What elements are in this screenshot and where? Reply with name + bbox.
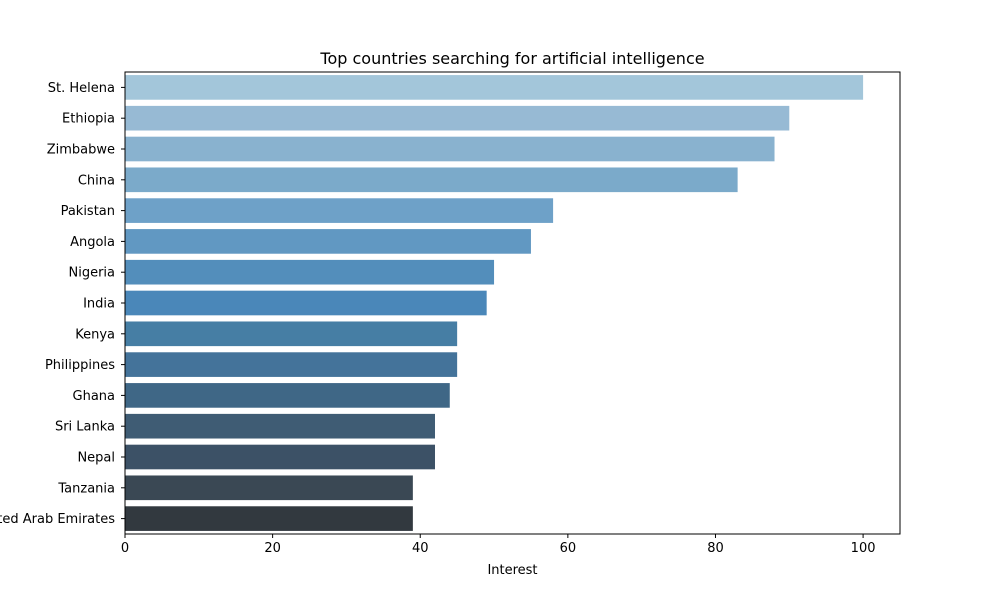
bar xyxy=(125,352,458,377)
y-tick-label: Pakistan xyxy=(61,204,115,219)
x-axis-label: Interest xyxy=(487,563,537,578)
bar xyxy=(125,136,775,162)
bar xyxy=(125,321,458,347)
y-axis-ticks: St. Helena Ethiopia Zimbabwe China Pakistan A… xyxy=(0,81,125,527)
bar xyxy=(125,383,450,408)
chart-title: Top countries searching for artificial i… xyxy=(319,49,704,68)
plot-frame xyxy=(124,71,901,535)
bar xyxy=(125,506,413,531)
bar xyxy=(125,290,487,316)
x-axis-ticks: 0 20 40 60 80 100 xyxy=(121,534,876,556)
bar xyxy=(125,475,413,501)
y-tick-label: Tanzania xyxy=(57,481,115,496)
x-tick-label: 100 xyxy=(851,541,876,556)
bar xyxy=(125,413,435,439)
x-tick-label: 60 xyxy=(560,541,577,556)
y-tick-label: United Arab Emirates xyxy=(0,512,115,527)
bar xyxy=(125,167,738,193)
bar xyxy=(125,75,864,100)
y-tick-label: St. Helena xyxy=(48,81,115,96)
y-tick-label: Nepal xyxy=(77,451,115,466)
y-tick-label: Philippines xyxy=(45,358,115,373)
x-tick-label: 20 xyxy=(264,541,281,556)
bar xyxy=(125,444,435,470)
y-tick-label: Kenya xyxy=(75,327,115,342)
bar xyxy=(125,198,554,223)
y-tick-label: Ethiopia xyxy=(62,112,115,127)
x-tick-label: 40 xyxy=(412,541,429,556)
y-tick-label: China xyxy=(78,173,115,188)
y-tick-label: Sri Lanka xyxy=(55,420,115,435)
y-tick-label: Nigeria xyxy=(68,266,115,281)
y-tick-label: Zimbabwe xyxy=(47,143,115,158)
bar xyxy=(125,229,531,254)
bar xyxy=(125,105,790,131)
y-tick-label: Angola xyxy=(70,235,115,250)
x-tick-label: 80 xyxy=(707,541,724,556)
y-tick-label: India xyxy=(83,297,115,312)
x-tick-label: 0 xyxy=(121,541,129,556)
bar xyxy=(125,259,495,285)
y-tick-label: Ghana xyxy=(73,389,116,404)
bars-group xyxy=(125,75,864,531)
